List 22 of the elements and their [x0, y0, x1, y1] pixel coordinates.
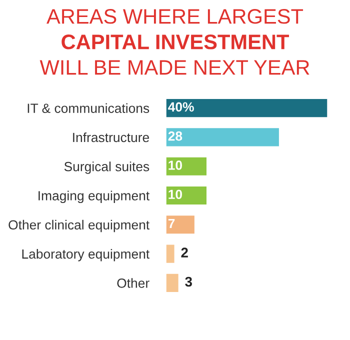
bar [166, 274, 178, 292]
data-label: 7 [168, 218, 175, 228]
bar [166, 157, 206, 176]
chart-title: AREAS WHERE LARGEST CAPITAL INVESTMENT WILL BE MADE NEXT YEAR [40, 9, 310, 75]
y-tick-label: IT & communications [28, 103, 150, 113]
y-tick-label: Infrastructure [73, 132, 150, 142]
data-label: 3 [185, 276, 192, 287]
y-tick-label: Other [117, 278, 150, 288]
bar [166, 216, 194, 234]
y-tick-label: Other clinical equipment [8, 220, 150, 232]
data-label: 40% [168, 102, 194, 112]
data-label: 10 [168, 160, 182, 170]
bar [166, 128, 279, 146]
y-tick-label: Surgical suites [64, 162, 150, 174]
bar [166, 244, 174, 263]
y-tick-label: Laboratory equipment [22, 249, 150, 262]
bar [166, 186, 206, 205]
bar [166, 99, 328, 118]
y-tick-label: Imaging equipment [38, 190, 150, 204]
data-label: 28 [168, 131, 182, 141]
data-label: 10 [168, 190, 182, 200]
data-label: 2 [181, 248, 188, 258]
